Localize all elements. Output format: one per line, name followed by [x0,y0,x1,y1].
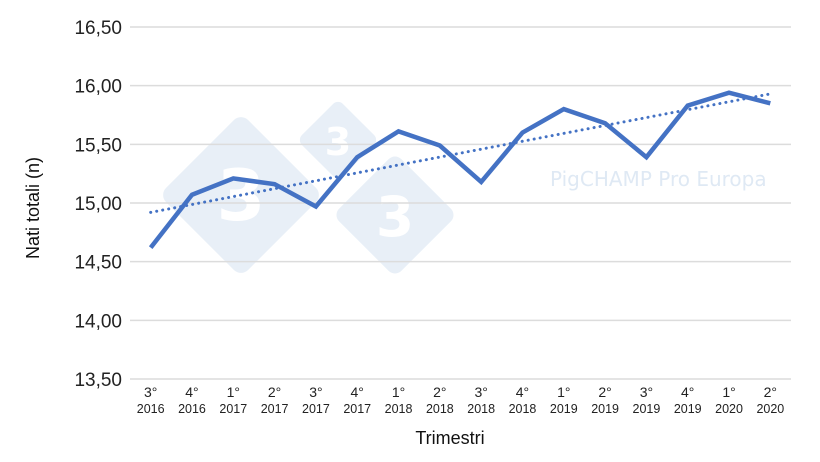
y-tick-label: 13,50 [74,370,122,391]
x-axis-ticks: 3° 2016 4° 2016 1° 2017 2° 2017 3° 2017 4° 2017 1° 20… [137,384,785,416]
series-line-nati-totali [148,90,771,249]
x-tick-quarter: 4° [516,384,529,400]
x-tick-quarter: 2° [598,384,611,400]
x-tick-year: 2016 [137,402,165,416]
x-tick-year: 2019 [550,402,578,416]
x-tick-quarter: 3° [640,384,653,400]
x-tick-quarter: 2° [268,384,281,400]
x-tick-quarter: 2° [433,384,446,400]
x-tick-year: 2017 [302,402,330,416]
x-tick-quarter: 1° [227,384,240,400]
x-tick-year: 2018 [426,402,454,416]
watermark-diamond-right [336,156,454,274]
trendline [149,92,772,214]
gridlines [130,26,791,380]
y-tick-label: 14,50 [74,253,122,274]
y-axis-title: Nati totali (n) [23,157,43,259]
y-axis-ticks: 13,50 14,00 14,50 15,00 15,50 16,00 16,50 [74,18,122,391]
x-tick-year: 2018 [509,402,537,416]
x-tick-quarter: 1° [722,384,735,400]
x-tick-year: 2018 [385,402,413,416]
x-tick-year: 2017 [219,402,247,416]
x-tick-year: 2020 [756,402,784,416]
x-tick-year: 2017 [261,402,289,416]
x-tick-quarter: 3° [309,384,322,400]
x-tick-quarter: 4° [351,384,364,400]
x-tick-year: 2019 [674,402,702,416]
y-tick-label: 16,50 [74,18,122,39]
y-tick-label: 15,00 [74,194,122,215]
x-tick-year: 2018 [467,402,495,416]
y-tick-label: 14,00 [74,311,122,332]
x-tick-year: 2020 [715,402,743,416]
x-tick-quarter: 2° [764,384,777,400]
x-tick-year: 2016 [178,402,206,416]
x-tick-year: 2017 [343,402,371,416]
watermark-logo-icon: 3 3 3 [163,101,454,274]
y-tick-label: 16,00 [74,77,122,98]
x-tick-year: 2019 [633,402,661,416]
x-tick-quarter: 4° [681,384,694,400]
x-tick-quarter: 1° [392,384,405,400]
x-tick-year: 2019 [591,402,619,416]
y-tick-label: 15,50 [74,135,122,156]
watermark-text: PigCHAMP Pro Europa [550,167,767,191]
x-tick-quarter: 1° [557,384,570,400]
watermark-glyph-top: 3 [325,120,351,164]
watermark-glyph-right: 3 [376,185,414,249]
x-axis-title: Trimestri [415,428,484,448]
x-tick-quarter: 3° [474,384,487,400]
x-tick-quarter: 3° [144,384,157,400]
x-tick-quarter: 4° [185,384,198,400]
